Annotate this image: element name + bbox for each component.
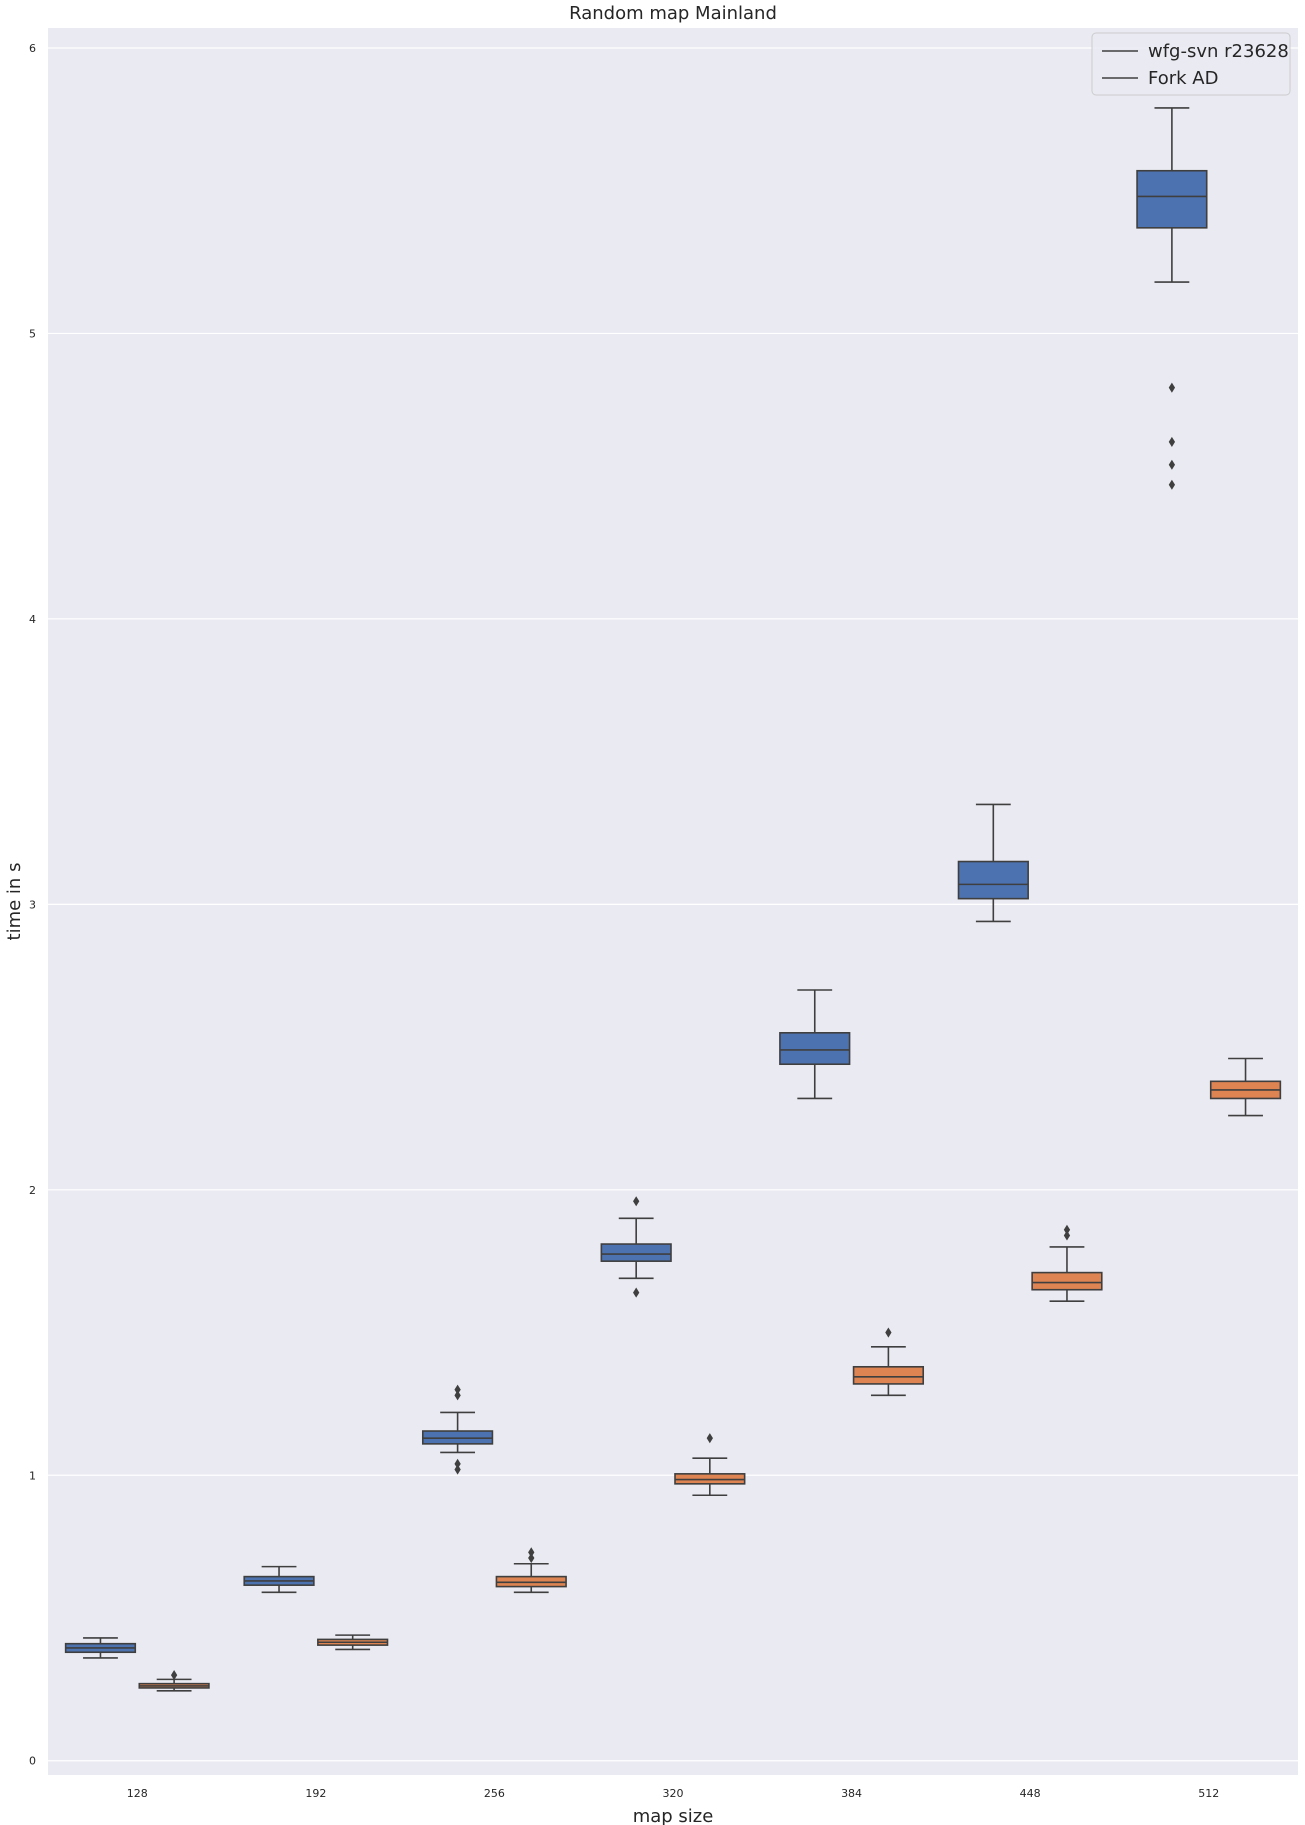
box-fork-ad-512 — [1209, 1057, 1282, 1117]
outlier-point — [706, 1433, 713, 1444]
box-fork-ad-256 — [495, 1547, 567, 1594]
box-fork-ad-384 — [852, 1327, 925, 1397]
x-tick-label: 448 — [1020, 1787, 1041, 1800]
outlier-point — [633, 1287, 640, 1298]
y-axis-label: time in s — [4, 863, 25, 941]
legend: wfg-svn r23628 Fork AD — [1091, 32, 1291, 96]
x-tick-label: 192 — [305, 1787, 326, 1800]
box-iqr — [779, 1032, 851, 1066]
legend-frame — [1091, 32, 1291, 96]
outlier-point — [1063, 1230, 1071, 1241]
box-iqr — [1136, 169, 1208, 229]
outlier-point — [170, 1670, 178, 1681]
outlier-point — [454, 1390, 461, 1401]
y-tick-label: 6 — [29, 42, 36, 55]
x-tick-labels: 128 192 256 320 384 448 512 — [127, 1787, 1219, 1800]
outlier-point — [454, 1384, 461, 1395]
outlier-point — [528, 1553, 535, 1564]
outlier-point — [885, 1327, 892, 1338]
x-tick-label: 320 — [663, 1787, 684, 1800]
box-wfg-svn-r23628-128 — [64, 1637, 137, 1659]
outlier-point — [1168, 382, 1176, 393]
outlier-point — [1168, 459, 1176, 470]
box-fork-ad-128 — [138, 1670, 210, 1692]
legend-label: Fork AD — [1148, 68, 1218, 89]
y-tick-label: 3 — [29, 898, 36, 911]
box-wfg-svn-r23628-192 — [243, 1565, 315, 1594]
y-tick-label: 0 — [29, 1755, 36, 1768]
y-tick-label: 1 — [29, 1469, 36, 1482]
grid-lines — [48, 47, 1298, 1762]
y-tick-label: 5 — [29, 327, 36, 340]
x-tick-label: 128 — [127, 1787, 148, 1800]
box-wfg-svn-r23628-384 — [779, 989, 851, 1100]
box-wfg-svn-r23628-256 — [421, 1384, 494, 1475]
outlier-point — [1168, 436, 1176, 447]
outlier-point — [633, 1196, 640, 1207]
box-fork-ad-448 — [1031, 1224, 1103, 1302]
x-axis-label: map size — [633, 1806, 714, 1825]
outlier-point — [1168, 479, 1176, 490]
outlier-point — [528, 1547, 535, 1558]
box-wfg-svn-r23628-448 — [957, 803, 1029, 923]
box-iqr — [852, 1365, 925, 1385]
y-tick-label: 2 — [29, 1184, 36, 1197]
box-fork-ad-192 — [317, 1634, 389, 1651]
box-wfg-svn-r23628-512 — [1136, 107, 1208, 490]
y-tick-label: 4 — [29, 613, 36, 626]
box-wfg-svn-r23628-320 — [600, 1196, 672, 1298]
outlier-point — [1063, 1224, 1071, 1235]
box-iqr — [957, 860, 1029, 900]
outlier-point — [454, 1464, 461, 1475]
box-fork-ad-320 — [674, 1433, 746, 1497]
x-tick-label: 256 — [484, 1787, 505, 1800]
box-iqr — [600, 1243, 672, 1262]
box-plots — [64, 107, 1282, 1692]
y-tick-labels: 0 1 2 3 4 5 6 — [29, 42, 36, 1768]
chart-title: Random map Mainland — [569, 3, 777, 24]
box-iqr — [1031, 1271, 1103, 1291]
plot-area — [48, 28, 1298, 1775]
x-tick-label: 384 — [841, 1787, 862, 1800]
x-tick-label: 512 — [1198, 1787, 1219, 1800]
legend-label: wfg-svn r23628 — [1148, 41, 1289, 62]
outlier-point — [454, 1458, 461, 1469]
